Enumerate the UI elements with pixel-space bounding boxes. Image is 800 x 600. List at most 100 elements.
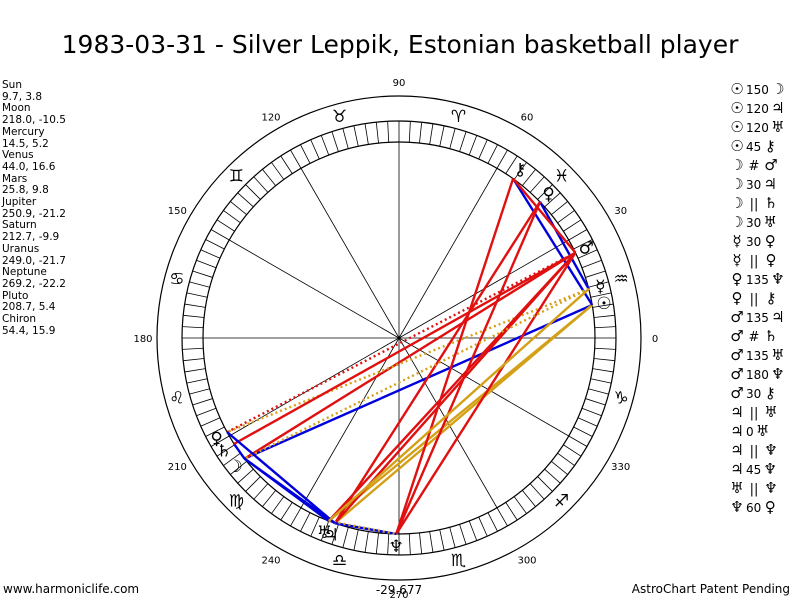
aspect-planet-a: ♃ [730, 403, 744, 421]
planet-name-saturn: Saturn [2, 219, 37, 232]
aspect-planet-b: ♅ [764, 403, 778, 421]
degree-label: 120 [261, 112, 280, 123]
ring-tick [184, 303, 206, 308]
ring-tick [588, 281, 609, 288]
planet-coords-jupiter: 250.9, -21.2 [2, 207, 66, 220]
degree-label: 210 [168, 462, 187, 473]
zodiac-sign: ♎ [332, 551, 347, 571]
planet-name-chiron: Chiron [2, 313, 37, 326]
aspect-line [512, 177, 594, 306]
aspect-planet-b: ♅ [771, 346, 785, 364]
aspect-row: ☉ 45 ⚷ [728, 137, 787, 156]
ring-tick [196, 259, 217, 269]
planet-name-mercury: Mercury [2, 125, 45, 138]
aspect-row: ☿ 30 ♀ [728, 232, 787, 251]
planet-glyph-mercury: ☿ [595, 277, 605, 297]
ring-tick [387, 121, 390, 143]
ring-tick [205, 239, 225, 250]
spoke [398, 168, 498, 339]
ring-tick [182, 347, 204, 350]
ring-tick [223, 210, 241, 224]
aspect-planet-b: ♀ [764, 498, 776, 516]
ring-tick [216, 219, 235, 232]
aspect-row: ☿ || ♀ [728, 251, 787, 270]
aspect-list: ☉ 150 ☽ ☉ 120 ♃ ☉ 120 ♅ ☉ 45 ⚷ ☽ # ♂ ☽ 30 ♃ ☽ || ♄ ☽ 30 ♅ ☿ 30 ♀ ☿ |… [728, 80, 787, 517]
ring-tick [592, 368, 614, 373]
aspect-lines [226, 177, 594, 536]
ring-tick [496, 149, 508, 169]
ring-tick [271, 496, 285, 514]
aspect-row: ☉ 120 ♃ [728, 99, 787, 118]
ring-tick [310, 139, 320, 160]
ring-tick [192, 270, 213, 278]
ring-tick [592, 303, 614, 308]
planet-name-sun: Sun [2, 79, 22, 91]
ring-tick [237, 468, 254, 484]
ring-0 [156, 95, 642, 581]
ring-tick [585, 270, 606, 278]
aspect-symbol: || [749, 197, 759, 212]
planet-glyph-venus: ♀ [542, 185, 554, 205]
planet-glyph-jupiter: ♃ [323, 526, 338, 546]
ring-tick [310, 516, 320, 537]
aspect-line [243, 457, 330, 522]
ring-tick [196, 407, 217, 417]
ring-tick [375, 532, 379, 554]
ring-tick [408, 121, 411, 143]
ring-tick [581, 259, 602, 269]
ring-tick [353, 125, 359, 147]
ring-tick [300, 144, 311, 164]
ring-tick [577, 249, 598, 259]
ring-tick [522, 490, 536, 507]
aspect-planet-a: ♀ [731, 289, 743, 307]
ring-tick [593, 314, 615, 318]
ring-tick [513, 162, 527, 180]
planet-coords-chiron: 54.4, 15.9 [2, 324, 56, 337]
ring-tick [449, 128, 456, 149]
ring-tick [290, 149, 302, 169]
planet-coords-neptune: 269.2, -22.2 [2, 277, 66, 290]
aspect-planet-a: ☉ [730, 99, 744, 117]
ring-tick [200, 417, 221, 427]
aspect-row: ☽ 30 ♅ [728, 213, 787, 232]
aspect-symbol: # [748, 330, 760, 345]
aspect-angle: 0 [746, 425, 754, 439]
degree-label: 0 [652, 334, 658, 345]
spoke [229, 337, 400, 437]
degree-spokes [203, 142, 595, 534]
aspect-planet-b: ♂ [764, 156, 778, 174]
aspect-planet-b: ♀ [764, 232, 776, 250]
aspect-row: ☽ 30 ♃ [728, 175, 787, 194]
planet-glyph-neptune: ♆ [388, 537, 403, 557]
ring-tick [459, 524, 467, 545]
ring-tick [364, 531, 369, 553]
ring-tick [186, 292, 208, 298]
aspect-symbol: || [749, 406, 759, 421]
aspect-row: ♃ || ♆ [728, 441, 787, 460]
aspect-planet-a: ♂ [730, 346, 744, 364]
degree-ticks [182, 121, 616, 555]
ring-tick [594, 326, 616, 329]
aspect-planet-a: ♅ [730, 479, 744, 497]
website-link[interactable]: www.harmoniclife.com [3, 582, 140, 596]
aspect-angle: 45 [746, 140, 762, 154]
ring-tick [429, 123, 434, 145]
degree-label: 270 [389, 590, 408, 600]
ring-tick [364, 123, 369, 145]
zodiac-sign: ♓ [554, 166, 569, 186]
ring-tick [529, 483, 545, 500]
ring-tick [331, 131, 339, 152]
aspect-planet-b: ♄ [764, 327, 778, 345]
aspect-angle: 120 [746, 121, 769, 135]
ring-tick [342, 527, 349, 548]
degree-labels: 0 30 60 90 120 150 180 210 240 270 300 330 [133, 78, 658, 600]
ring-tick [537, 476, 553, 492]
ring-tick [478, 516, 488, 537]
ring-tick [245, 184, 261, 200]
aspect-row: ♃ 0 ♅ [728, 422, 787, 441]
aspect-planet-a: ♆ [730, 498, 744, 516]
aspect-angle: 135 [746, 349, 769, 363]
aspect-planet-b: ⚷ [765, 289, 777, 307]
aspect-row: ☽ || ♄ [728, 194, 787, 213]
ring-tick [262, 169, 276, 186]
